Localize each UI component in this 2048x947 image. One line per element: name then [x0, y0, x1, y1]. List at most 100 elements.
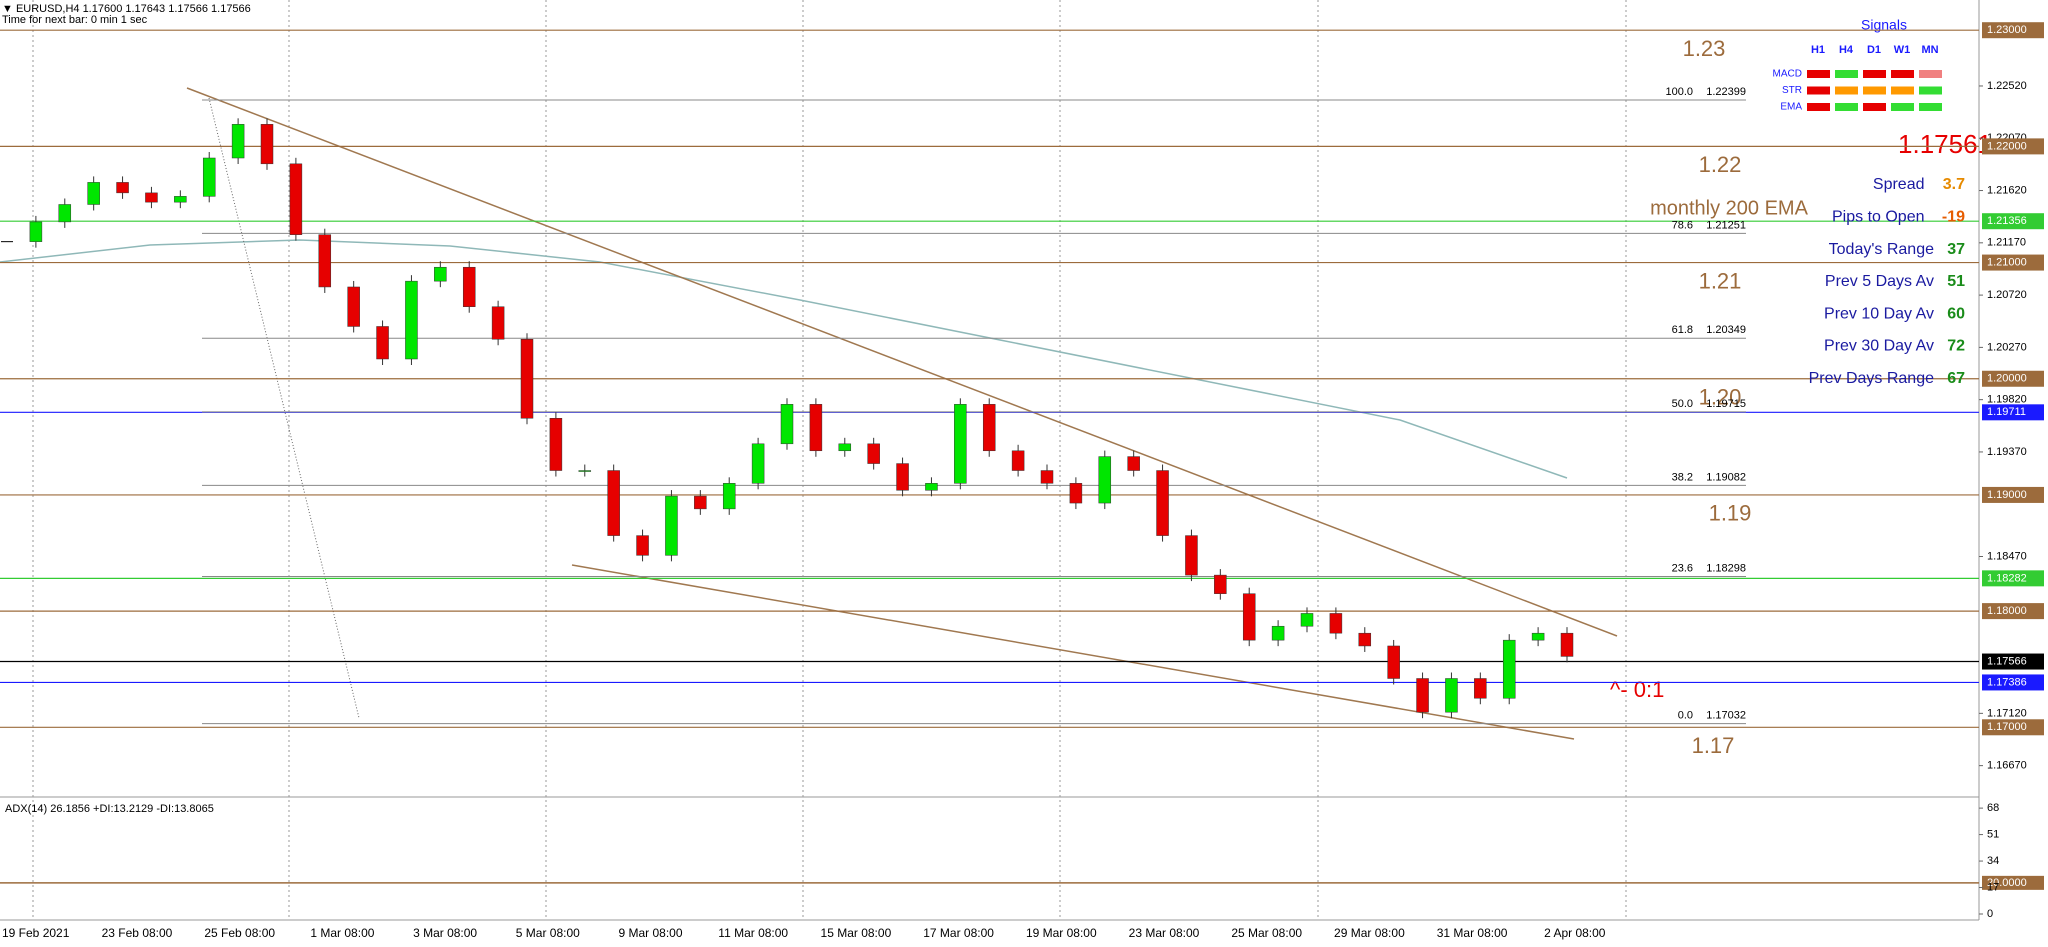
stat-label: Prev Days Range [1809, 370, 1934, 387]
level-box [1982, 138, 2044, 155]
signal-row: STR [1782, 85, 1802, 96]
stat-label: Prev 10 Day Av [1824, 305, 1934, 322]
candle [1502, 639, 1516, 699]
y-tick-label: 1.20720 [1987, 289, 2027, 301]
candle [578, 470, 592, 472]
x-tick-label: 23 Feb 08:00 [102, 926, 173, 940]
stat-label: Spread [1873, 176, 1925, 193]
round-level-label: 1.20 [1699, 385, 1742, 410]
fib-level: 23.6 [1672, 562, 1693, 574]
candle [1560, 632, 1574, 657]
x-tick-label: 29 Mar 08:00 [1334, 926, 1405, 940]
x-tick-label: 3 Mar 08:00 [413, 926, 477, 940]
signal-cell [1891, 86, 1914, 95]
level-label: 1.17386 [1987, 676, 2027, 688]
level-label: 1.23000 [1987, 24, 2027, 36]
x-tick-label: 25 Feb 08:00 [204, 926, 275, 940]
candle [1127, 456, 1140, 471]
fib-level: 38.2 [1672, 471, 1693, 483]
candle [1271, 625, 1285, 641]
signal-row: MACD [1773, 69, 1802, 80]
level-label: 1.20000 [1987, 373, 2027, 385]
stat-value: 60 [1947, 305, 1965, 322]
fib-price: 1.22399 [1706, 86, 1746, 98]
adx-tick-label: 34 [1987, 855, 1999, 867]
level-box [1982, 22, 2044, 39]
signal-cell [1891, 70, 1914, 78]
signal-cell [1835, 86, 1858, 95]
adx-tick-label: 17 [1987, 881, 1999, 893]
level-box [1982, 570, 2044, 587]
fib-price: 1.19082 [1706, 471, 1746, 483]
candle [202, 157, 216, 197]
x-tick-label: 23 Mar 08:00 [1129, 926, 1200, 940]
adx-tick-label: 0 [1987, 908, 1993, 920]
level-label: 1.21000 [1987, 256, 2027, 268]
candle [607, 470, 620, 536]
fib-level: 100.0 [1665, 86, 1693, 98]
adx-tick-label: 20.0000 [1987, 877, 2027, 889]
level-label: 1.18282 [1987, 572, 2027, 584]
y-tick-label: 1.18470 [1987, 550, 2027, 562]
level-label: 1.22000 [1987, 140, 2027, 152]
candle [1300, 613, 1314, 627]
candle [1156, 470, 1169, 536]
candle [405, 280, 418, 360]
level-label: 1.17000 [1987, 721, 2027, 733]
candle [376, 326, 389, 360]
fib-level: 61.8 [1672, 324, 1693, 336]
timer: Time for next bar: 0 min 1 sec [2, 14, 148, 26]
level-box [1982, 603, 2044, 620]
vertical-grid [32, 0, 1627, 920]
trendline [186, 87, 1618, 637]
candle [520, 338, 534, 419]
x-tick-label: 5 Mar 08:00 [516, 926, 580, 940]
level-box [1982, 370, 2044, 387]
candle [1185, 535, 1198, 576]
y-tick-label: 1.19820 [1987, 394, 2027, 406]
round-level-label: 1.19 [1709, 501, 1752, 526]
signal-column: H4 [1839, 44, 1854, 56]
y-tick-label: 1.21620 [1987, 184, 2027, 196]
y-tick-label: 1.19370 [1987, 446, 2027, 458]
fib-level: 78.6 [1672, 219, 1693, 231]
level-box [1982, 213, 2044, 230]
signal-cell [1919, 86, 1942, 95]
candle [1040, 470, 1054, 484]
ema-label: monthly 200 EMA [1650, 197, 1809, 219]
signal-cell [1863, 86, 1886, 95]
x-tick-label: 25 Mar 08:00 [1231, 926, 1302, 940]
signal-cell [1835, 70, 1858, 78]
adx-title: ADX(14) 26.1856 +DI:13.2129 -DI:13.8065 [5, 803, 214, 815]
ratio-label: ^- 0:1 [1610, 677, 1664, 702]
x-tick-label: 17 Mar 08:00 [923, 926, 994, 940]
candle [318, 234, 332, 288]
candle [982, 404, 996, 452]
level-box [1982, 719, 2044, 736]
candle [1358, 632, 1372, 647]
level-box [1982, 674, 2044, 691]
candle [231, 124, 245, 159]
signal-cell [1919, 103, 1942, 111]
candle [289, 163, 303, 235]
candle [145, 192, 158, 203]
y-tick-label: 1.22520 [1987, 80, 2027, 92]
stat-label: Today's Range [1829, 241, 1934, 258]
candle [1387, 645, 1400, 679]
candle [491, 306, 505, 340]
candle [925, 483, 938, 491]
candle [665, 495, 678, 556]
candle [1098, 456, 1112, 504]
fib-price: 1.18298 [1706, 562, 1746, 574]
x-tick-label: 31 Mar 08:00 [1437, 926, 1508, 940]
signal-cell [1863, 70, 1886, 78]
candle [780, 404, 794, 445]
y-tick-label: 1.17120 [1987, 707, 2027, 719]
candle [954, 404, 967, 484]
signal-cell [1863, 103, 1886, 111]
stat-value: 3.7 [1943, 176, 1965, 193]
level-label: 1.17566 [1987, 655, 2027, 667]
x-tick-label: 19 Feb 2021 [2, 926, 70, 940]
